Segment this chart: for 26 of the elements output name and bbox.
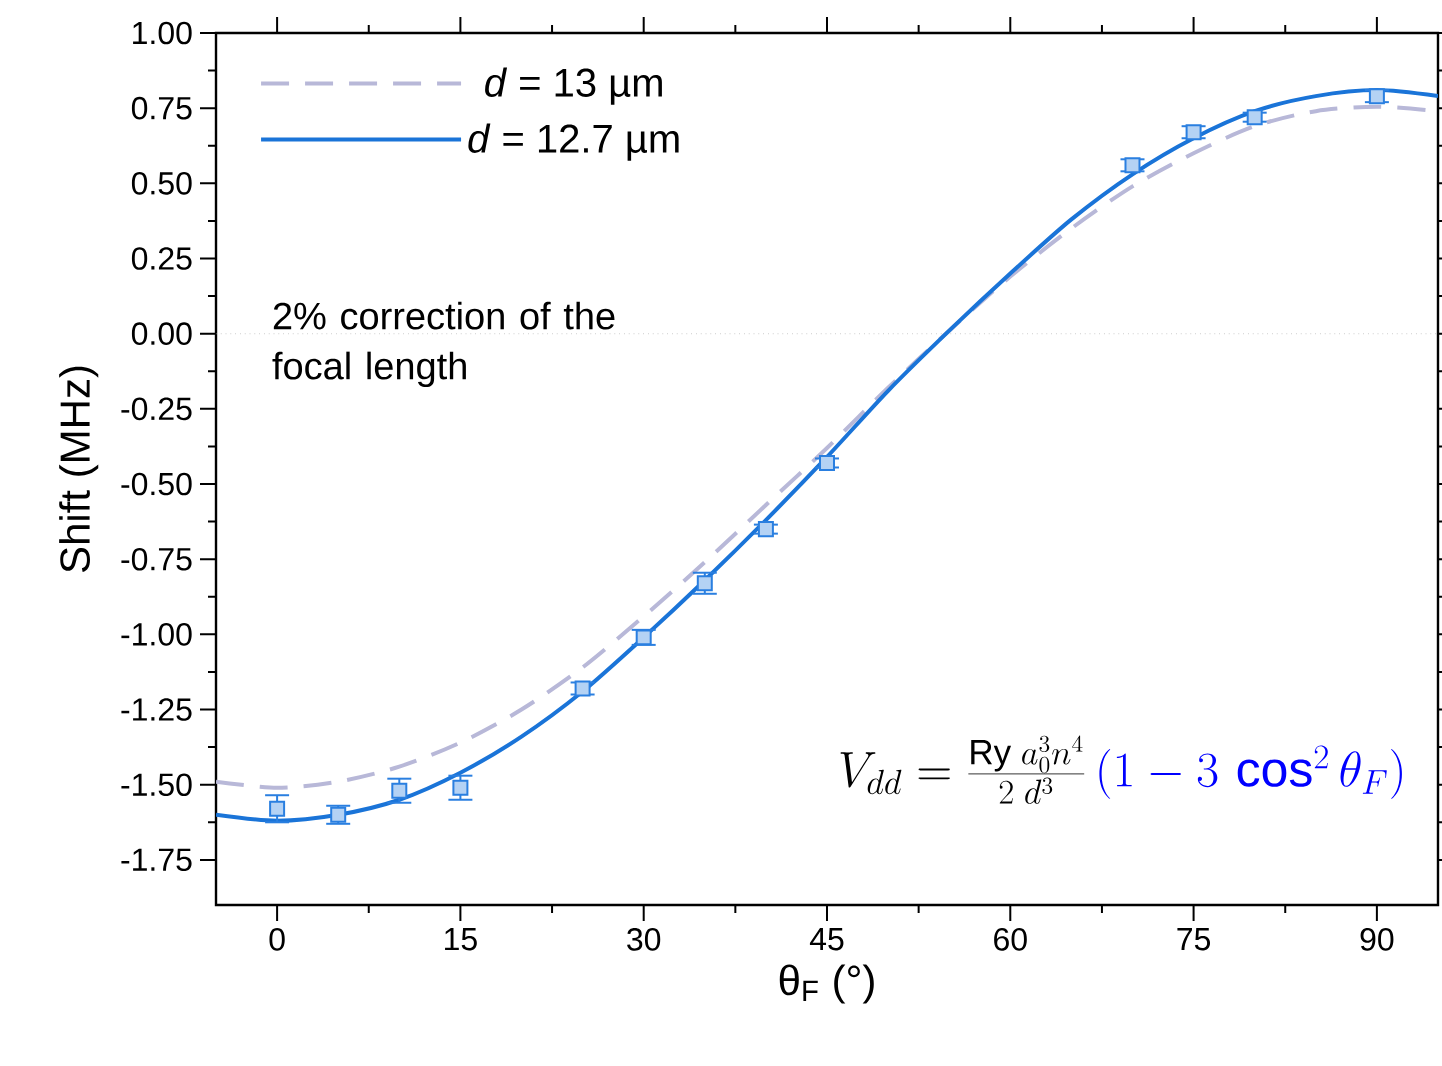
x-tick-label: 45 bbox=[809, 928, 844, 951]
y-tick-label: -1.00 bbox=[121, 623, 192, 646]
y-tick-label: 0.75 bbox=[131, 96, 192, 120]
y-tick-label: -1.25 bbox=[121, 698, 192, 721]
annotation: $V_{dd} = \frac{\mathrm{Ry}\; a_0^3 n^4}{2\; d^3}$ bbox=[840, 735, 1085, 804]
y-tick-label: 1.00 bbox=[133, 21, 192, 45]
legend-label: d = 13 µm bbox=[485, 67, 662, 105]
annotation: $(1 - 3\,\cos^2\theta_F)$ bbox=[1099, 745, 1402, 799]
y-tick-label: -1.75 bbox=[121, 848, 192, 872]
x-tick-label: 60 bbox=[994, 928, 1027, 951]
y-tick-label: -0.50 bbox=[121, 472, 192, 496]
x-axis-title: θ$_{F}$ (°) bbox=[779, 964, 874, 1004]
x-tick-label: 75 bbox=[1177, 928, 1211, 951]
y-tick-label: 0.25 bbox=[131, 247, 192, 270]
y-tick-label: -0.25 bbox=[121, 397, 192, 421]
x-tick-label: 30 bbox=[627, 928, 661, 951]
y-tick-label: -1.50 bbox=[121, 773, 192, 797]
y-tick-label: 0.50 bbox=[131, 172, 192, 195]
y-axis-title: Shift (MHz) bbox=[59, 366, 99, 573]
y-tick-label: 0.00 bbox=[131, 322, 192, 346]
x-tick-label: 0 bbox=[269, 928, 285, 951]
annotation: 2% correction of the focal length bbox=[272, 301, 615, 388]
x-tick-label: 90 bbox=[1360, 928, 1394, 951]
y-tick-label: -0.75 bbox=[121, 547, 192, 571]
legend-label: d = 12.7 µm bbox=[468, 123, 679, 161]
x-tick-label: 15 bbox=[445, 928, 477, 951]
